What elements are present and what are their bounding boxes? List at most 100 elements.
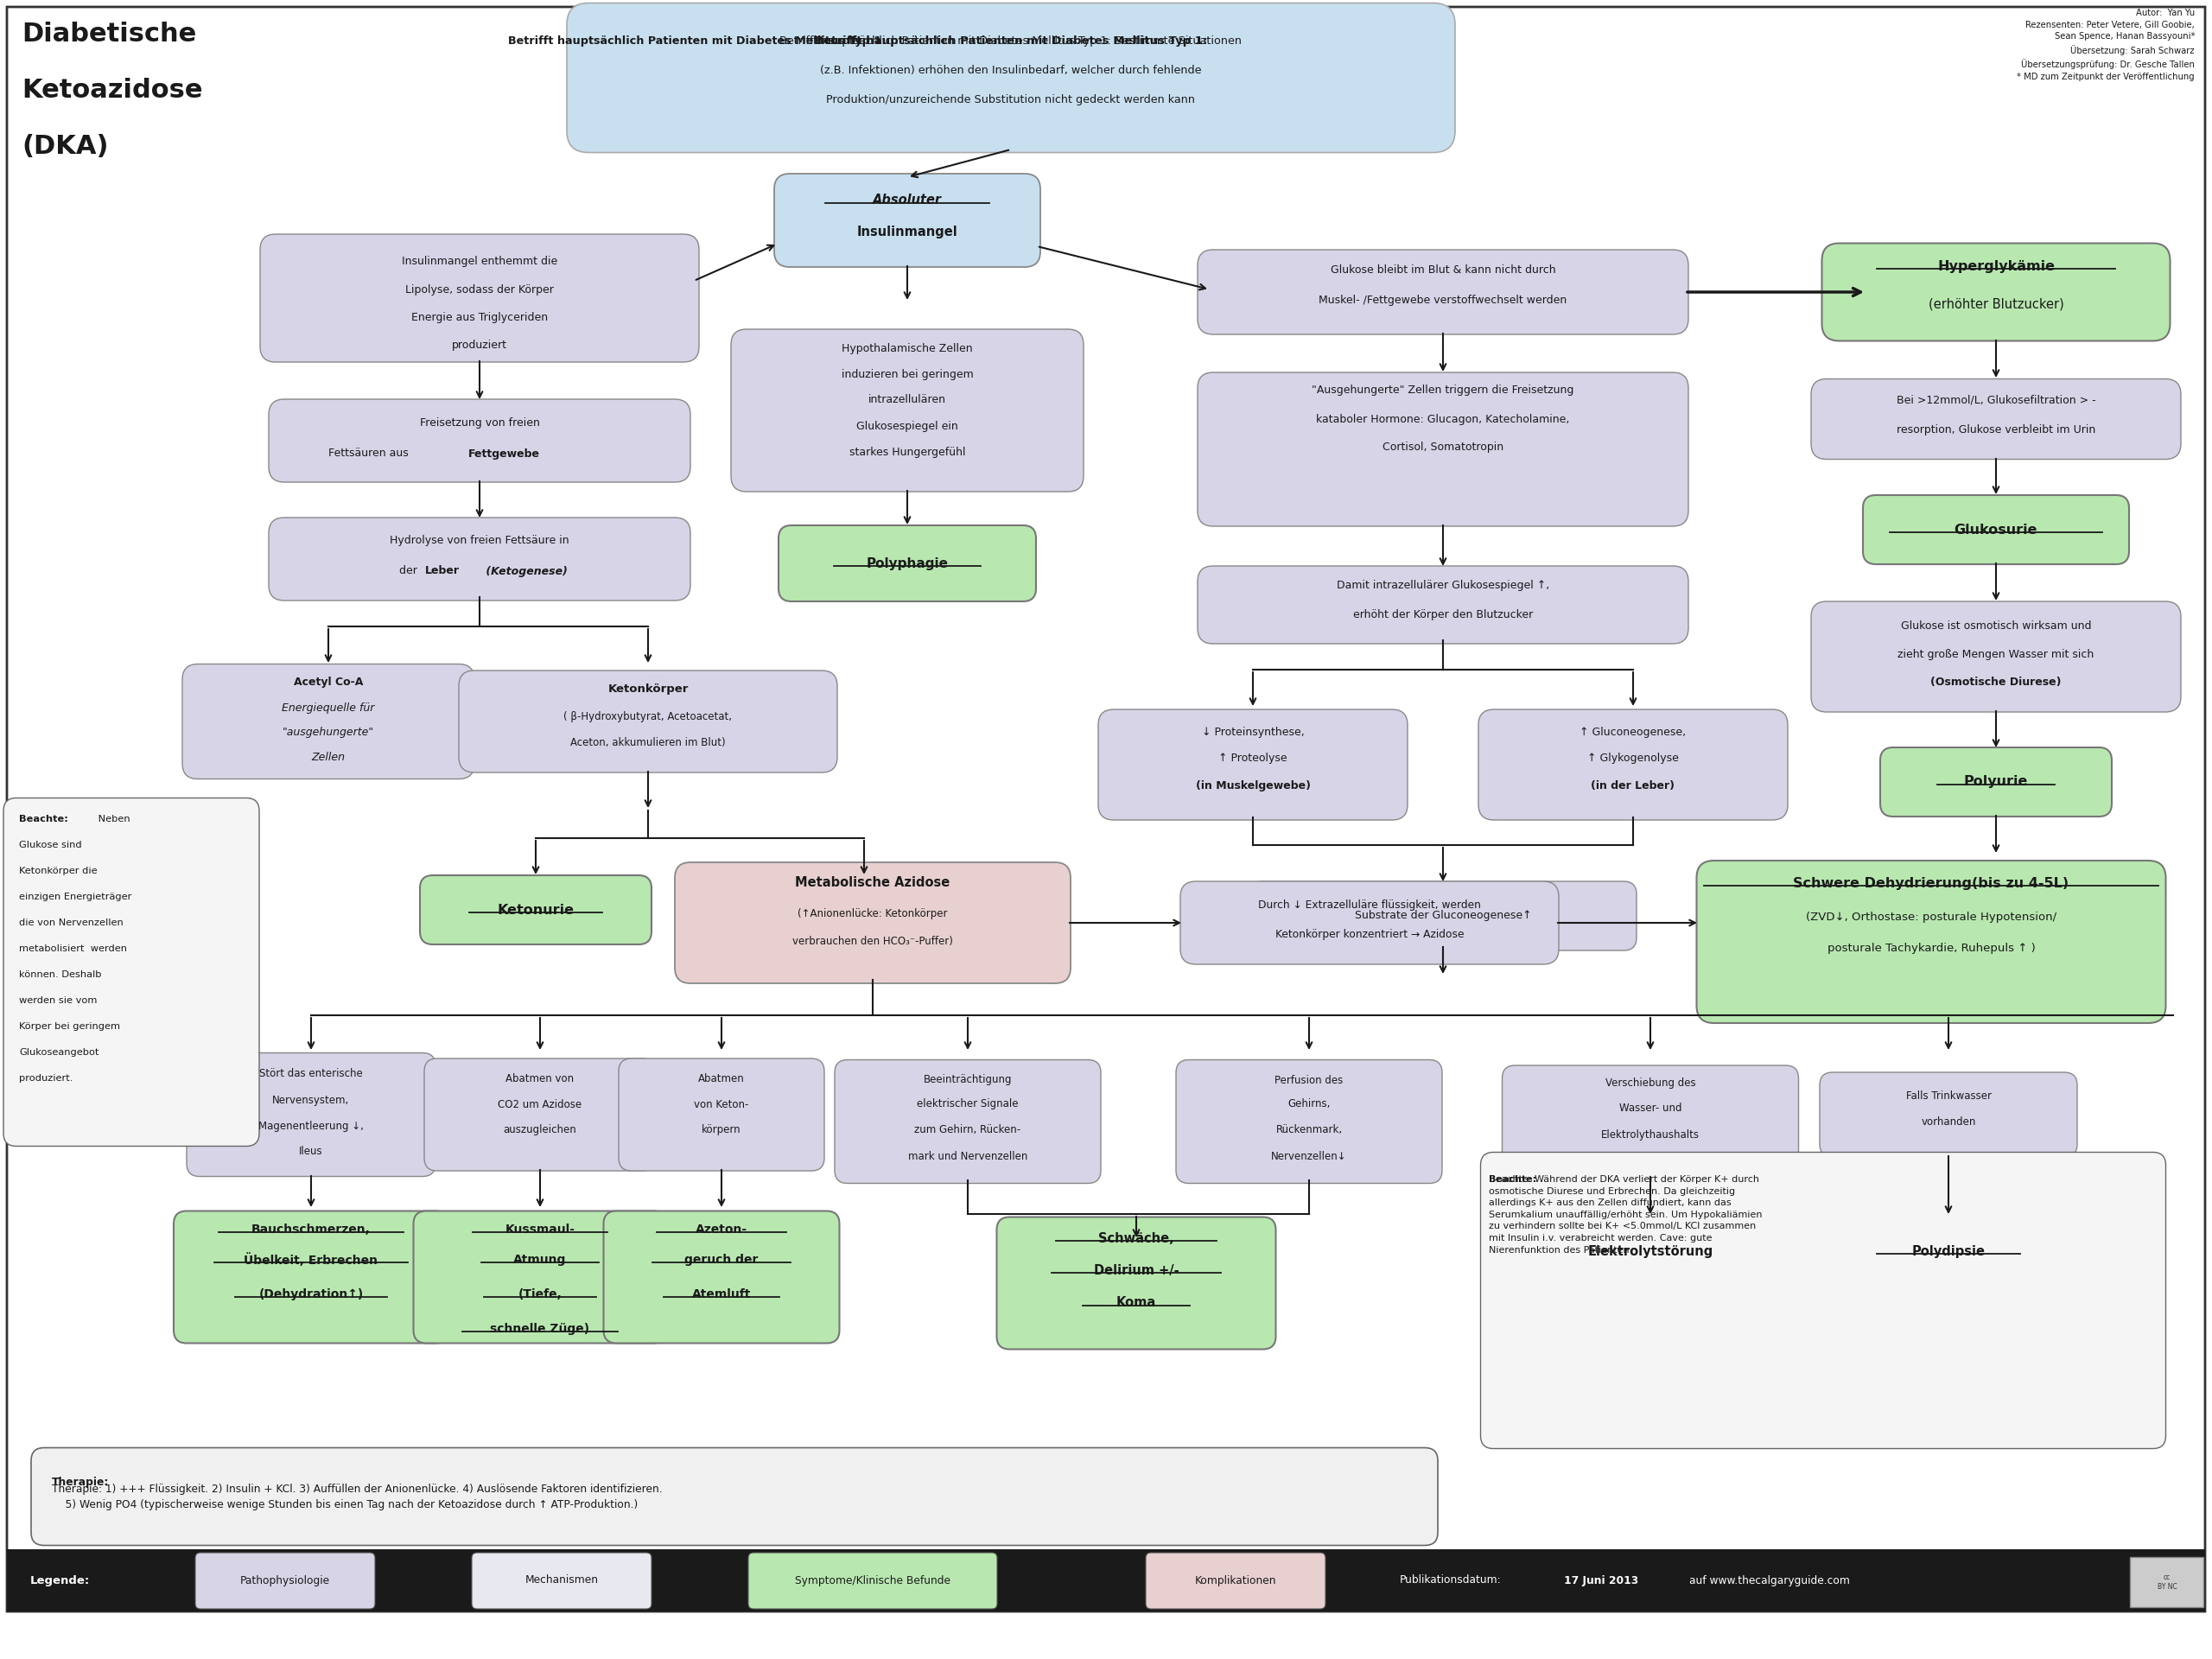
FancyBboxPatch shape <box>1812 602 2181 712</box>
Text: Rückenmark,: Rückenmark, <box>1276 1125 1343 1136</box>
FancyBboxPatch shape <box>1504 1216 1796 1286</box>
Text: Ketonkörper konzentriert → Azidose: Ketonkörper konzentriert → Azidose <box>1274 929 1464 941</box>
Text: elektrischer Signale: elektrischer Signale <box>918 1098 1018 1110</box>
Text: Glukosespiegel ein: Glukosespiegel ein <box>856 420 958 431</box>
Text: (Osmotische Diurese): (Osmotische Diurese) <box>1931 677 2062 688</box>
Text: Fettgewebe: Fettgewebe <box>469 448 540 460</box>
FancyBboxPatch shape <box>1177 1060 1442 1183</box>
Text: ( β-Hydroxybutyrat, Acetoacetat,: ( β-Hydroxybutyrat, Acetoacetat, <box>564 712 732 723</box>
FancyBboxPatch shape <box>458 670 838 773</box>
Text: CO2 um Azidose: CO2 um Azidose <box>498 1098 582 1110</box>
Text: von Keton-: von Keton- <box>695 1098 750 1110</box>
Text: ↑ Glykogenolyse: ↑ Glykogenolyse <box>1588 753 1679 765</box>
Text: Muskel- /Fettgewebe verstoffwechselt werden: Muskel- /Fettgewebe verstoffwechselt wer… <box>1318 295 1566 307</box>
FancyBboxPatch shape <box>779 526 1035 602</box>
Text: Ketonkörper: Ketonkörper <box>608 684 688 695</box>
Text: Beachte:: Beachte: <box>20 815 69 823</box>
Text: einzigen Energieträger: einzigen Energieträger <box>20 893 133 901</box>
Text: posturale Tachykardie, Ruhepuls ↑ ): posturale Tachykardie, Ruhepuls ↑ ) <box>1827 942 2035 954</box>
Text: Stört das enterische: Stört das enterische <box>259 1068 363 1080</box>
FancyBboxPatch shape <box>1480 1153 2166 1448</box>
Text: "Ausgehungerte" Zellen triggern die Freisetzung: "Ausgehungerte" Zellen triggern die Frei… <box>1312 385 1575 397</box>
Text: Aceton, akkumulieren im Blut): Aceton, akkumulieren im Blut) <box>571 738 726 748</box>
Text: erhöht der Körper den Blutzucker: erhöht der Körper den Blutzucker <box>1354 609 1533 620</box>
FancyBboxPatch shape <box>730 328 1084 491</box>
Text: cc
BY NC: cc BY NC <box>2157 1574 2177 1591</box>
Text: Polyurie: Polyurie <box>1964 775 2028 788</box>
Text: kataboler Hormone: Glucagon, Katecholamine,: kataboler Hormone: Glucagon, Katecholami… <box>1316 413 1571 425</box>
FancyBboxPatch shape <box>2130 1558 2203 1608</box>
Text: Diabetische: Diabetische <box>22 22 197 46</box>
Text: Azeton-: Azeton- <box>695 1224 748 1236</box>
FancyBboxPatch shape <box>1812 378 2181 460</box>
Text: Nervensystem,: Nervensystem, <box>272 1095 349 1105</box>
Text: Acetyl Co-A: Acetyl Co-A <box>294 677 363 688</box>
FancyBboxPatch shape <box>834 1060 1102 1183</box>
Text: die von Nervenzellen: die von Nervenzellen <box>20 919 124 927</box>
Text: Betrifft hauptsächlich Patienten mit Diabetes Mellitus Typ 1: Bestimmte Situatio: Betrifft hauptsächlich Patienten mit Dia… <box>781 36 1243 46</box>
Text: Wasser- und: Wasser- und <box>1619 1103 1681 1115</box>
Text: Körper bei geringem: Körper bei geringem <box>20 1022 119 1030</box>
Text: Beeinträchtigung: Beeinträchtigung <box>922 1075 1013 1085</box>
Text: Therapie: 1) +++ Flüssigkeit. 2) Insulin + KCl. 3) Auffüllen der Anionenlücke. 4: Therapie: 1) +++ Flüssigkeit. 2) Insulin… <box>51 1483 661 1510</box>
Text: Ketonurie: Ketonurie <box>498 904 575 916</box>
Text: Produktion/unzureichende Substitution nicht gedeckt werden kann: Produktion/unzureichende Substitution ni… <box>827 95 1194 106</box>
Text: Hyperglykämie: Hyperglykämie <box>1938 260 2055 272</box>
Text: ↓ Proteinsynthese,: ↓ Proteinsynthese, <box>1201 727 1305 738</box>
FancyBboxPatch shape <box>774 174 1040 267</box>
Text: Bei >12mmol/L, Glukosefiltration > -: Bei >12mmol/L, Glukosefiltration > - <box>1896 395 2095 406</box>
Text: Magenentleerung ↓,: Magenentleerung ↓, <box>259 1120 363 1131</box>
FancyBboxPatch shape <box>1863 494 2128 564</box>
Text: Symptome/Klinische Befunde: Symptome/Klinische Befunde <box>794 1574 951 1586</box>
Text: produziert: produziert <box>451 338 507 350</box>
FancyBboxPatch shape <box>471 1553 653 1609</box>
Text: Delirium +/-: Delirium +/- <box>1093 1264 1179 1277</box>
FancyBboxPatch shape <box>186 1053 436 1176</box>
FancyBboxPatch shape <box>261 234 699 362</box>
Text: Insulinmangel enthemmt die: Insulinmangel enthemmt die <box>403 255 557 267</box>
FancyBboxPatch shape <box>414 1211 666 1344</box>
Text: Absoluter: Absoluter <box>874 194 942 207</box>
FancyBboxPatch shape <box>7 1550 2205 1611</box>
Text: werden sie vom: werden sie vom <box>20 997 97 1005</box>
FancyBboxPatch shape <box>1502 1065 1798 1178</box>
FancyBboxPatch shape <box>1478 710 1787 820</box>
FancyBboxPatch shape <box>425 1058 655 1171</box>
Text: Mechanismen: Mechanismen <box>524 1574 599 1586</box>
FancyBboxPatch shape <box>1820 1072 2077 1156</box>
Text: Kussmaul-: Kussmaul- <box>504 1224 575 1236</box>
Text: Pathophysiologie: Pathophysiologie <box>241 1574 330 1586</box>
Text: Abatmen: Abatmen <box>699 1073 745 1083</box>
Text: Ketonkörper die: Ketonkörper die <box>20 866 97 876</box>
FancyBboxPatch shape <box>1181 881 1559 964</box>
Text: 17 Juni 2013: 17 Juni 2013 <box>1564 1574 1639 1586</box>
FancyBboxPatch shape <box>1823 244 2170 340</box>
Text: (ZVD↓, Orthostase: posturale Hypotension/: (ZVD↓, Orthostase: posturale Hypotension… <box>1805 912 2057 924</box>
Text: verbrauchen den HCO₃⁻-Puffer): verbrauchen den HCO₃⁻-Puffer) <box>792 936 953 947</box>
FancyBboxPatch shape <box>268 400 690 483</box>
Text: Neben: Neben <box>95 815 131 823</box>
Text: Betrifft hauptsächlich Patienten mit Diabetes Mellitus Typ 1:: Betrifft hauptsächlich Patienten mit Dia… <box>509 36 887 46</box>
FancyBboxPatch shape <box>268 518 690 601</box>
Text: mark und Nervenzellen: mark und Nervenzellen <box>907 1150 1029 1161</box>
Text: Durch ↓ Extrazelluläre flüssigkeit, werden: Durch ↓ Extrazelluläre flüssigkeit, werd… <box>1259 899 1482 911</box>
FancyBboxPatch shape <box>1097 710 1407 820</box>
Text: Glukoseangebot: Glukoseangebot <box>20 1048 100 1057</box>
FancyBboxPatch shape <box>675 863 1071 984</box>
FancyBboxPatch shape <box>1880 748 2112 816</box>
Text: auszugleichen: auszugleichen <box>504 1125 577 1136</box>
FancyBboxPatch shape <box>420 876 653 944</box>
Text: Insulinmangel: Insulinmangel <box>856 226 958 237</box>
FancyBboxPatch shape <box>1197 372 1688 526</box>
FancyBboxPatch shape <box>1697 861 2166 1024</box>
Text: Perfusion des: Perfusion des <box>1274 1075 1343 1085</box>
Text: Lipolyse, sodass der Körper: Lipolyse, sodass der Körper <box>405 284 553 295</box>
FancyBboxPatch shape <box>1827 1216 2070 1286</box>
Text: Übelkeit, Erbrechen: Übelkeit, Erbrechen <box>243 1253 378 1266</box>
Text: (Ketogenese): (Ketogenese) <box>482 566 568 577</box>
Text: Elektrolytstörung: Elektrolytstörung <box>1588 1244 1712 1258</box>
FancyBboxPatch shape <box>1250 881 1637 951</box>
FancyBboxPatch shape <box>566 3 1455 153</box>
Text: ↑ Proteolyse: ↑ Proteolyse <box>1219 753 1287 765</box>
Text: Elektrolythaushalts: Elektrolythaushalts <box>1601 1128 1699 1140</box>
